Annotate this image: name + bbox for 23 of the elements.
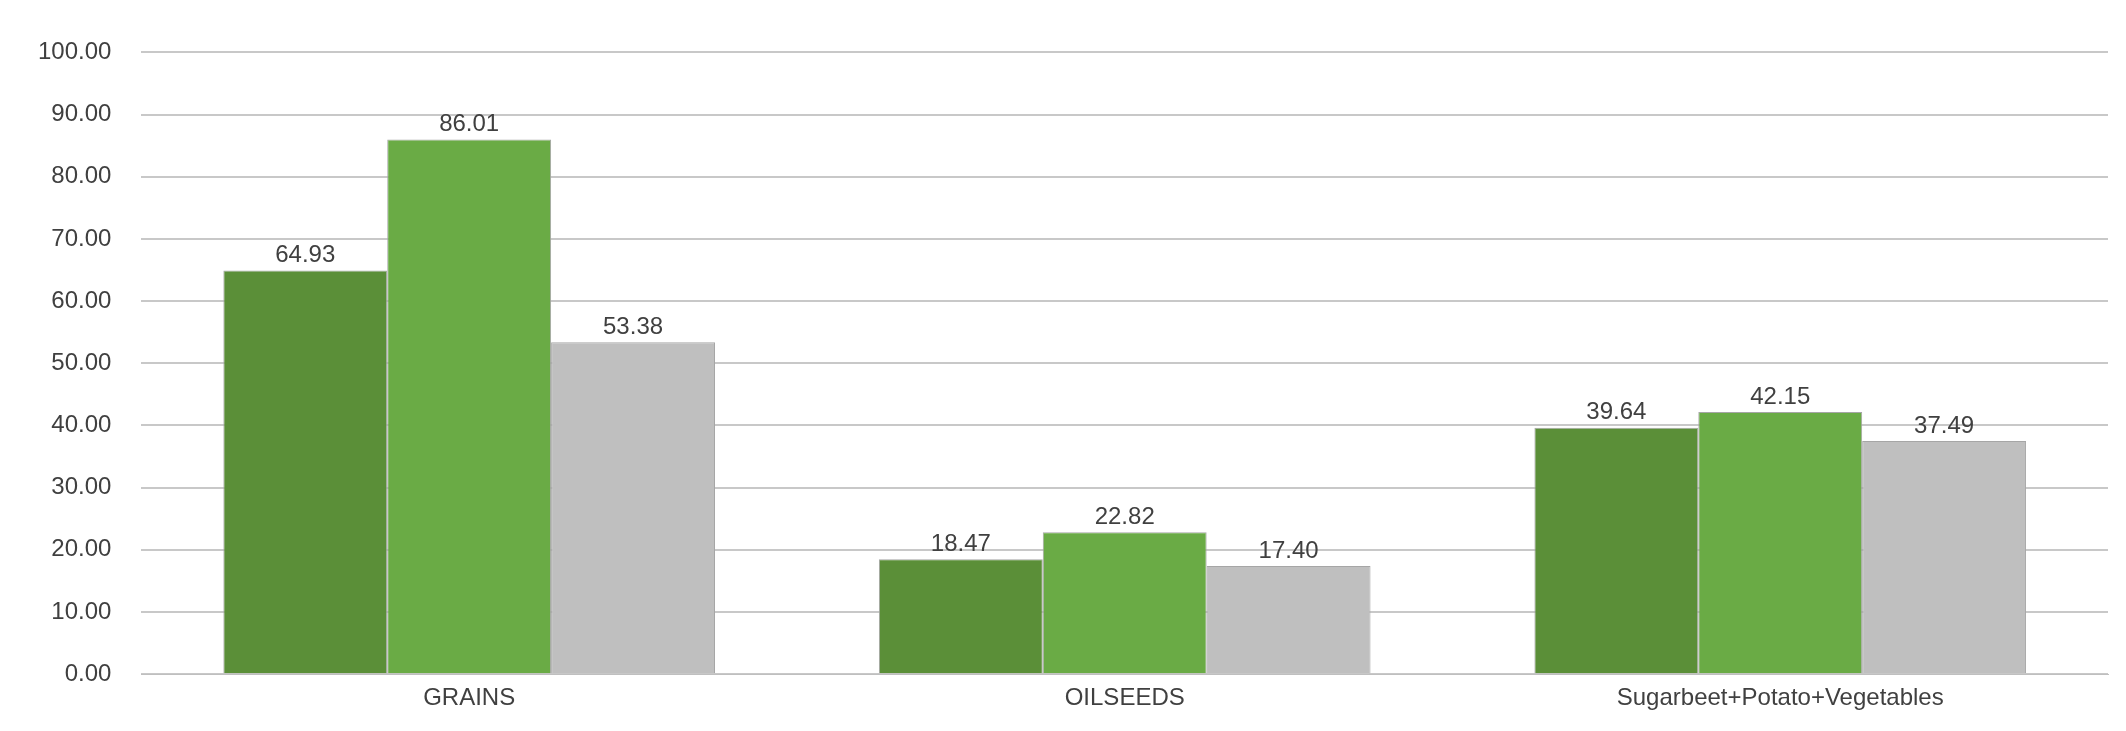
y-tick-label: 20.00	[51, 534, 112, 562]
y-tick-label: 60.00	[51, 285, 112, 313]
y-tick-label: 0.00	[64, 658, 112, 686]
data-label: 18.47	[930, 528, 991, 556]
data-label: 22.82	[1094, 501, 1155, 529]
y-tick-label: 70.00	[51, 223, 112, 251]
data-label: 37.49	[1914, 410, 1975, 438]
y-tick-label: 50.00	[51, 347, 112, 375]
x-tick-label: OILSEEDS	[1064, 683, 1185, 711]
data-label: 17.40	[1258, 535, 1319, 563]
data-label: 86.01	[439, 109, 500, 137]
x-tick-label: Sugarbeet+Potato+Vegetables	[1616, 683, 1944, 711]
x-tick-label: GRAINS	[423, 683, 516, 711]
data-label: 53.38	[603, 311, 664, 339]
data-label: 42.15	[1750, 381, 1811, 409]
y-tick-label: 40.00	[51, 410, 112, 438]
y-tick-label: 90.00	[51, 99, 112, 127]
data-label: 39.64	[1586, 397, 1647, 425]
y-tick-label: 100.00	[38, 37, 112, 65]
y-tick-label: 30.00	[51, 472, 112, 500]
y-tick-label: 10.00	[51, 596, 112, 624]
data-label: 64.93	[275, 240, 336, 268]
y-tick-label: 80.00	[51, 161, 112, 189]
